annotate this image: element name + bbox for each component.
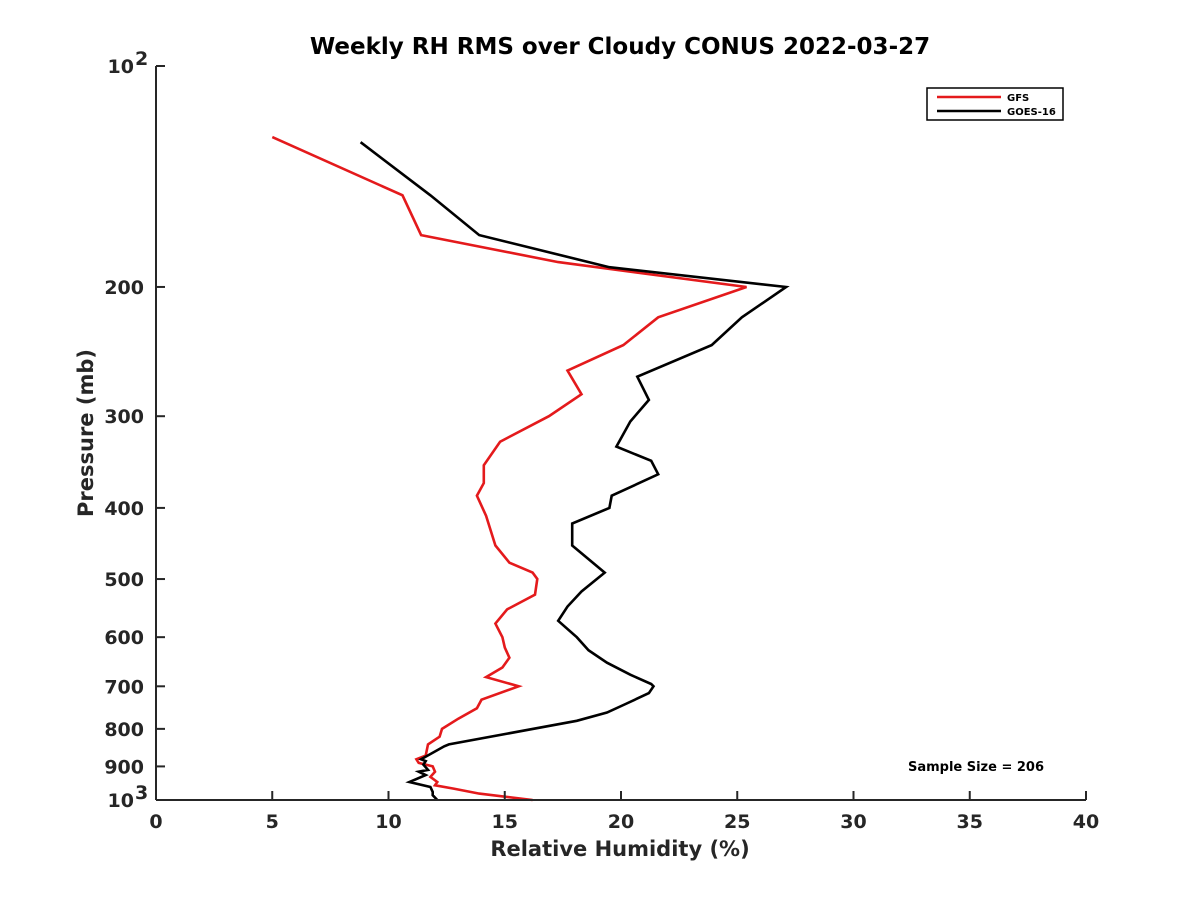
plot-lines bbox=[271, 135, 790, 802]
chart-title: Weekly RH RMS over Cloudy CONUS 2022-03-… bbox=[310, 34, 930, 60]
y-tick-exponent: 2 bbox=[135, 48, 148, 70]
x-tick-label: 40 bbox=[1073, 811, 1099, 833]
x-tick-label: 20 bbox=[608, 811, 634, 833]
y-tick-label: 600 bbox=[104, 627, 144, 649]
y-tick-label: 500 bbox=[104, 569, 144, 591]
x-tick-label: 10 bbox=[375, 811, 401, 833]
y-tick-label: 900 bbox=[104, 756, 144, 778]
y-tick-label: 400 bbox=[104, 498, 144, 520]
y-tick-label: 10 bbox=[108, 56, 134, 78]
x-tick-label: 35 bbox=[957, 811, 983, 833]
x-tick-label: 15 bbox=[492, 811, 518, 833]
y-tick-label: 800 bbox=[104, 719, 144, 741]
x-tick-label: 25 bbox=[724, 811, 750, 833]
y-tick-label: 10 bbox=[108, 790, 134, 812]
y-axis-title: Pressure (mb) bbox=[74, 349, 98, 517]
y-tick-label: 300 bbox=[104, 406, 144, 428]
legend-box bbox=[926, 87, 1064, 121]
x-tick-label: 0 bbox=[149, 811, 162, 833]
y-tick-label: 700 bbox=[104, 676, 144, 698]
series-line-goes-16 bbox=[359, 141, 790, 801]
x-axis-title: Relative Humidity (%) bbox=[490, 837, 749, 861]
legend-label: GOES-16 bbox=[1007, 107, 1056, 118]
y-tick-exponent: 3 bbox=[135, 782, 148, 804]
legend: GFS GOES-16 bbox=[926, 87, 1064, 121]
x-tick-label: 5 bbox=[266, 811, 279, 833]
legend-label: GFS bbox=[1007, 93, 1029, 104]
y-tick-label: 200 bbox=[104, 277, 144, 299]
sample-size-annotation: Sample Size = 206 bbox=[908, 760, 1044, 775]
series-line-gfs bbox=[271, 135, 747, 802]
x-tick-label: 30 bbox=[840, 811, 866, 833]
